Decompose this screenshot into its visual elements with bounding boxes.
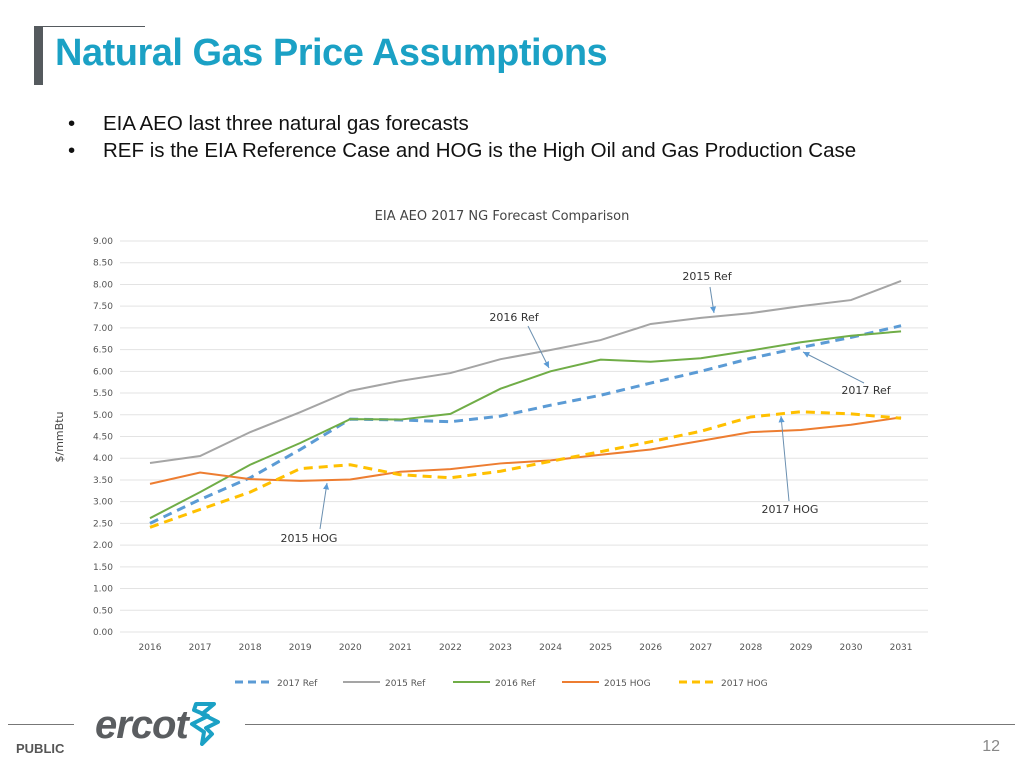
page-title: Natural Gas Price Assumptions [55, 32, 608, 74]
x-tick-label: 2031 [890, 643, 913, 653]
x-tick-label: 2019 [289, 643, 312, 653]
classification-label: PUBLIC [16, 741, 65, 756]
y-tick-label: 2.50 [93, 519, 113, 529]
bullet-text: REF is the EIA Reference Case and HOG is… [103, 139, 857, 162]
legend-label: 2017 Ref [277, 679, 318, 689]
arrowhead-icon [803, 352, 810, 358]
x-tick-label: 2024 [539, 643, 562, 653]
y-tick-label: 7.00 [93, 324, 113, 334]
y-axis-label: $/mmBtu [53, 412, 66, 463]
y-tick-label: 5.50 [93, 389, 113, 399]
y-tick-label: 3.00 [93, 498, 113, 508]
y-tick-label: 2.00 [93, 541, 113, 551]
ercot-logo-icon [189, 702, 220, 746]
annotation-arrow [802, 351, 865, 384]
annotation-label: 2015 HOG [281, 532, 338, 545]
x-tick-label: 2022 [439, 643, 462, 653]
annotation-arrow [780, 415, 790, 502]
arrowhead-icon [710, 306, 717, 313]
x-tick-label: 2016 [139, 643, 162, 653]
bullet-item: • EIA AEO last three natural gas forecast… [68, 112, 469, 135]
y-tick-label: 8.00 [93, 280, 113, 290]
arrowhead-icon [323, 483, 330, 490]
y-tick-label: 4.50 [93, 433, 113, 443]
legend-label: 2015 Ref [385, 679, 426, 689]
y-tick-label: 0.00 [93, 628, 113, 638]
y-tick-label: 1.50 [93, 563, 113, 573]
chart-title: EIA AEO 2017 NG Forecast Comparison [375, 209, 630, 224]
footer-divider [8, 724, 74, 725]
title-accent-line [43, 26, 145, 27]
bullet-text: EIA AEO last three natural gas forecasts [103, 112, 469, 135]
x-tick-label: 2021 [389, 643, 412, 653]
y-tick-label: 5.00 [93, 411, 113, 421]
y-tick-label: 6.00 [93, 367, 113, 377]
y-tick-label: 4.00 [93, 454, 113, 464]
series-line-2016-ref [149, 330, 902, 520]
y-tick-label: 8.50 [93, 259, 113, 269]
x-tick-label: 2028 [739, 643, 762, 653]
x-tick-label: 2027 [689, 643, 712, 653]
footer-divider [245, 724, 1015, 725]
series-line-2015-hog [149, 416, 902, 485]
x-tick-label: 2026 [639, 643, 662, 653]
x-tick-label: 2017 [189, 643, 212, 653]
y-tick-label: 3.50 [93, 476, 113, 486]
x-tick-label: 2029 [789, 643, 812, 653]
y-tick-label: 6.50 [93, 346, 113, 356]
y-tick-label: 1.00 [93, 585, 113, 595]
annotation-arrow [527, 325, 550, 369]
annotation-arrow [319, 482, 328, 530]
series-line-2017-ref [149, 324, 902, 525]
y-tick-label: 9.00 [93, 237, 113, 247]
legend-label: 2015 HOG [604, 679, 651, 689]
x-tick-label: 2023 [489, 643, 512, 653]
arrowhead-icon [778, 416, 785, 423]
ercot-logo: ercot [95, 700, 222, 748]
annotation-label: 2017 Ref [841, 384, 891, 397]
y-tick-label: 0.50 [93, 606, 113, 616]
series-line-2015-ref [149, 280, 902, 464]
bullet-item: • REF is the EIA Reference Case and HOG i… [68, 139, 857, 162]
y-tick-label: 7.50 [93, 302, 113, 312]
arrowhead-icon [543, 361, 549, 368]
annotation-label: 2016 Ref [489, 311, 539, 324]
legend-label: 2016 Ref [495, 679, 536, 689]
x-tick-label: 2020 [339, 643, 362, 653]
bullet-list: • EIA AEO last three natural gas forecast… [68, 110, 856, 164]
annotation-label: 2015 Ref [682, 270, 732, 283]
legend-label: 2017 HOG [721, 679, 768, 689]
x-tick-label: 2030 [840, 643, 863, 653]
annotation-label: 2017 HOG [762, 503, 819, 516]
page-number: 12 [982, 738, 1000, 755]
title-accent-bar [34, 26, 43, 85]
x-tick-label: 2025 [589, 643, 612, 653]
x-tick-label: 2018 [239, 643, 262, 653]
